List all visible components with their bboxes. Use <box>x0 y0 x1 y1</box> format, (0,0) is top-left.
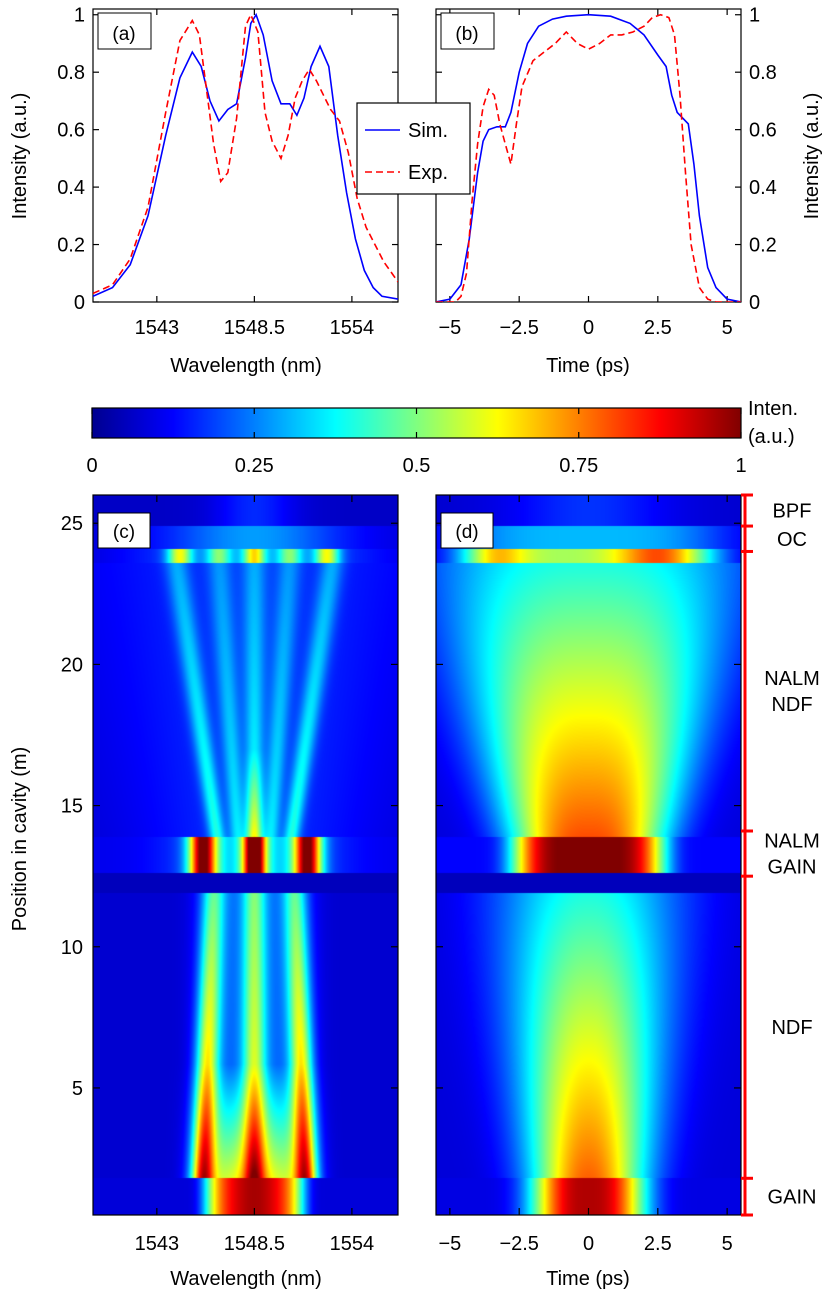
colorbar-tick-label: 0.75 <box>559 455 598 477</box>
panel-c-heatmap <box>93 495 398 1215</box>
y-tick-label: 0.8 <box>749 62 777 84</box>
panel-d-label: (d) <box>455 522 478 543</box>
x-tick-label: −5 <box>438 1233 461 1255</box>
legend-sim-label: Sim. <box>408 120 448 142</box>
colorbar-title-line1: Inten. <box>748 398 798 420</box>
x-tick-label: 5 <box>722 317 733 339</box>
x-tick-label: −5 <box>438 317 461 339</box>
panel-c-ticks: 1543 1548.5 1554 5 10 15 20 25 <box>61 495 398 1255</box>
panel-d-heatmap <box>436 495 741 1215</box>
x-tick-label: 2.5 <box>644 317 672 339</box>
panel-d-xlabel: Time (ps) <box>546 1268 630 1290</box>
colorbar-tick-label: 0.25 <box>235 455 274 477</box>
y-tick-label: 15 <box>61 796 83 818</box>
x-tick-label: 5 <box>722 1233 733 1255</box>
cavity-section-bracket: BPF OC NALM NDF NALM GAIN NDF GAIN <box>741 493 820 1217</box>
x-tick-label: −2.5 <box>499 317 538 339</box>
x-tick-label: 1554 <box>330 1233 375 1255</box>
x-tick-label: 0 <box>583 317 594 339</box>
panel-c: 1543 1548.5 1554 5 10 15 20 25 (c) Wavelength (… <box>9 494 399 1290</box>
colorbar-tick-label: 0.5 <box>403 455 431 477</box>
cavity-section-label: OC <box>777 529 807 551</box>
x-tick-label: 2.5 <box>644 1233 672 1255</box>
panel-b-label: (b) <box>455 24 478 45</box>
panel-d-label-box <box>440 512 494 549</box>
panel-b-label-box <box>440 12 495 50</box>
panel-c-ylabel: Position in cavity (m) <box>9 747 31 932</box>
colorbar-title-line2: (a.u.) <box>748 426 795 448</box>
y-tick-label: 0.2 <box>57 235 85 257</box>
panel-d: −5 −2.5 0 2.5 5 (d) Time (ps) <box>435 494 742 1290</box>
x-tick-label: 1548.5 <box>224 317 285 339</box>
y-tick-label: 20 <box>61 654 83 676</box>
panel-d-ticks: −5 −2.5 0 2.5 5 <box>436 495 741 1255</box>
y-tick-label: 1 <box>749 5 760 27</box>
y-tick-label: 10 <box>61 937 83 959</box>
cavity-section-label: NDF <box>771 1017 812 1039</box>
panel-b-ylabel: Intensity (a.u.) <box>801 93 823 220</box>
panel-b-ticks: −5 −2.5 0 2.5 500.20.40.60.81 <box>436 5 777 339</box>
panel-a: 1543 1548.5 1554 0 0.2 0.4 0.6 0.8 1 (a) Wavelen… <box>9 5 399 377</box>
panel-c-heatmap-holder <box>93 495 398 1215</box>
x-tick-label: 1543 <box>135 317 180 339</box>
panel-c-label-box <box>97 512 151 549</box>
panel-c-frame <box>92 494 399 1216</box>
colorbar-tick-label: 1 <box>735 455 746 477</box>
panel-b-exp-line <box>436 13 741 302</box>
panel-b-xlabel: Time (ps) <box>546 355 630 377</box>
y-tick-label: 0 <box>74 292 85 314</box>
y-tick-label: 0 <box>749 292 760 314</box>
colorbar: 0 0.25 0.5 0.75 1 Inten. (a.u.) <box>86 398 798 477</box>
panel-c-label: (c) <box>113 522 135 543</box>
cavity-section-label: NALM <box>764 668 820 690</box>
cavity-section-label: BPF <box>773 501 812 523</box>
y-tick-label: 0.6 <box>57 120 85 142</box>
cavity-section-label: NALM <box>764 831 820 853</box>
panel-a-exp-line <box>93 12 398 295</box>
panel-c-xlabel: Wavelength (nm) <box>170 1268 322 1290</box>
y-tick-label: 0.4 <box>749 177 777 199</box>
cavity-section-label: GAIN <box>768 1187 817 1209</box>
panel-b-frame <box>435 8 742 303</box>
x-tick-label: −2.5 <box>499 1233 538 1255</box>
x-tick-label: 0 <box>583 1233 594 1255</box>
x-tick-label: 1543 <box>135 1233 180 1255</box>
legend: Sim. Exp. <box>356 102 471 195</box>
panel-a-label-box <box>97 12 152 50</box>
legend-exp-label: Exp. <box>408 162 448 184</box>
y-tick-label: 0.4 <box>57 177 85 199</box>
cavity-section-label: NDF <box>771 694 812 716</box>
y-tick-label: 0.6 <box>749 120 777 142</box>
x-tick-label: 1548.5 <box>224 1233 285 1255</box>
panel-a-xlabel: Wavelength (nm) <box>170 355 322 377</box>
panel-a-ylabel: Intensity (a.u.) <box>9 93 31 220</box>
y-tick-label: 1 <box>74 5 85 27</box>
panel-b-sim-line <box>436 13 741 302</box>
panel-b: −5 −2.5 0 2.5 500.20.40.60.81 (b) Time (ps) … <box>435 5 823 377</box>
panel-a-label: (a) <box>112 24 135 45</box>
y-tick-label: 0.2 <box>749 235 777 257</box>
panel-a-sim-line <box>93 12 398 300</box>
colorbar-tick-label: 0 <box>86 455 97 477</box>
y-tick-label: 25 <box>61 513 83 535</box>
panel-d-heatmap-holder <box>436 495 741 1215</box>
cavity-section-label: GAIN <box>768 857 817 879</box>
colorbar-ticks: 0 0.25 0.5 0.75 1 <box>86 408 747 477</box>
y-tick-label: 5 <box>72 1078 83 1100</box>
x-tick-label: 1554 <box>330 317 375 339</box>
y-tick-label: 0.8 <box>57 62 85 84</box>
legend-box <box>356 102 471 195</box>
